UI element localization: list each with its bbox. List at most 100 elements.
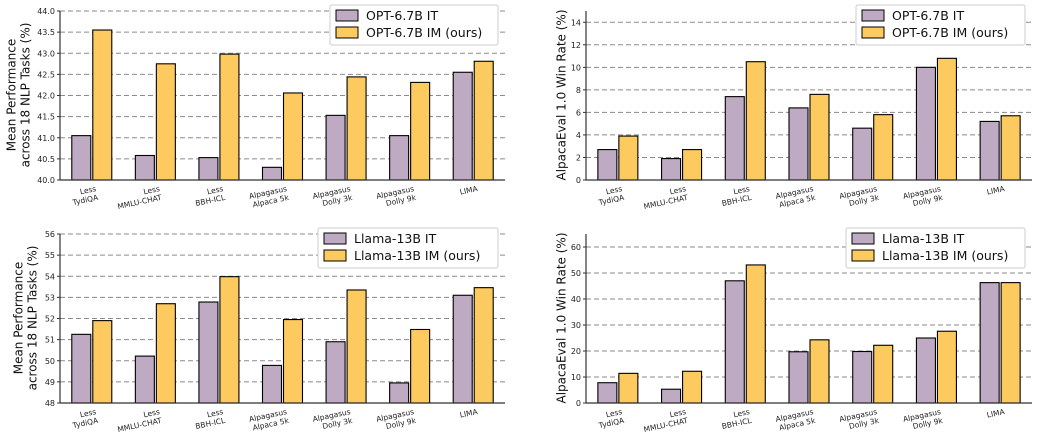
x-tick-label: LessTydiQA — [595, 407, 626, 430]
bar-it — [915, 66, 936, 181]
bar-it — [979, 120, 1000, 181]
y-tick-label: 12 — [571, 41, 581, 50]
y-tick-label: 41.0 — [37, 134, 55, 143]
y-axis-label: AlpacaEval 1.0 Win Rate (%) — [555, 233, 569, 404]
legend-label: Llama-13B IM (ours) — [354, 248, 480, 263]
bar-it — [661, 158, 682, 181]
legend: Llama-13B IT Llama-13B IM (ours) — [845, 227, 1026, 269]
y-tick-label: 30 — [571, 321, 581, 330]
y-tick-label: 52 — [45, 315, 55, 324]
y-axis-label: AlpacaEval 1.0 Win Rate (%) — [555, 10, 569, 181]
legend-swatch — [335, 9, 359, 22]
x-tick-label-line: MMLU-CHAT — [643, 416, 689, 434]
x-tick-label: LessMMLU-CHAT — [115, 407, 163, 434]
legend-label: Llama-13B IM (ours) — [882, 248, 1008, 263]
y-tick-label: 40.5 — [37, 155, 55, 164]
legend-swatch — [323, 232, 347, 245]
bar-im — [745, 61, 766, 181]
legend: Llama-13B IT Llama-13B IM (ours) — [317, 227, 499, 269]
y-tick-label: 50 — [571, 269, 581, 278]
x-tick-label-line: Less — [79, 407, 97, 419]
bar-it — [979, 282, 1000, 404]
bar-it — [788, 107, 809, 181]
y-tick-label: 6 — [576, 108, 581, 117]
bar-im — [282, 319, 304, 404]
x-tick-label-line: Less — [143, 184, 161, 196]
x-tick-label: AlpagasusDolly 3k — [312, 407, 354, 433]
bar-im — [473, 60, 494, 181]
legend: OPT-6.7B IT OPT-6.7B IM (ours) — [329, 4, 499, 46]
x-tick-label: LIMA — [459, 407, 479, 420]
y-tick-label: 0 — [576, 399, 581, 408]
y-tick-label: 54 — [45, 272, 55, 281]
x-tick-label-line: TydiQA — [71, 416, 100, 431]
y-tick-label: 41.5 — [37, 113, 55, 122]
y-tick-label: 10 — [571, 373, 581, 382]
x-tick-label: AlpagasusAlpaca 5k — [248, 184, 290, 210]
x-tick-label-line: BBH-ICL — [195, 416, 227, 431]
bar-im — [873, 114, 894, 181]
x-tick-label-line: Less — [143, 407, 161, 419]
bar-it — [661, 388, 682, 404]
x-tick-label-line: Less — [79, 184, 97, 196]
legend-box — [329, 4, 499, 46]
bar-it — [852, 350, 873, 404]
y-tick-label: 44.0 — [37, 7, 55, 16]
x-tick-label: LessMMLU-CHAT — [115, 184, 163, 211]
legend-swatch — [323, 249, 347, 262]
y-axis-label: across 18 NLP Tasks (%) — [19, 23, 33, 168]
bar-im — [745, 264, 766, 404]
x-tick-label-line: Less — [669, 407, 687, 419]
y-tick-label: 51 — [45, 336, 55, 345]
x-tick-label-line: Less — [206, 407, 224, 419]
x-tick-label-line: TydiQA — [71, 193, 100, 208]
y-tick-label: 2 — [576, 153, 581, 162]
x-tick-label-line: Less — [733, 407, 751, 419]
legend-swatch — [851, 249, 875, 262]
bar-im — [618, 135, 639, 181]
bar-im — [346, 289, 367, 404]
x-tick-label: AlpagasusDolly 9k — [902, 407, 944, 433]
bar-im — [219, 53, 240, 181]
x-tick-label: AlpagasusDolly 3k — [838, 407, 880, 433]
x-tick-label-line: Less — [206, 184, 224, 196]
x-tick-label-line: Less — [669, 184, 687, 196]
bar-it — [788, 351, 809, 404]
x-tick-label-line: TydiQA — [597, 416, 626, 431]
x-tick-label-line: LIMA — [459, 407, 479, 420]
bar-it — [71, 135, 92, 181]
legend-box — [845, 227, 1026, 269]
bar-it — [452, 294, 473, 404]
x-tick-label: LIMA — [986, 184, 1006, 197]
y-tick-label: 0 — [576, 176, 581, 185]
bar-it — [134, 154, 155, 181]
bar-im — [155, 63, 176, 181]
x-tick-label: LessBBH-ICL — [193, 184, 227, 208]
x-tick-label: AlpagasusAlpaca 5k — [775, 407, 817, 433]
x-tick-label: AlpagasusAlpaca 5k — [248, 407, 290, 433]
legend-swatch — [861, 26, 885, 39]
bar-im — [618, 372, 639, 404]
bar-im — [282, 92, 304, 181]
legend-label: OPT-6.7B IM (ours) — [892, 25, 1008, 40]
bar-it — [261, 166, 283, 181]
x-tick-label: LessTydiQA — [69, 407, 100, 430]
bar-im — [1000, 282, 1021, 404]
bar-im — [346, 76, 367, 181]
y-tick-label: 50 — [45, 357, 55, 366]
bar-im — [873, 344, 894, 404]
bar-im — [410, 328, 431, 404]
y-axis-label: across 18 NLP Tasks (%) — [26, 246, 40, 391]
x-tick-label: LessBBH-ICL — [719, 407, 753, 431]
x-tick-label: LessBBH-ICL — [193, 407, 227, 431]
legend-box — [855, 4, 1026, 46]
y-tick-label: 53 — [45, 293, 55, 302]
x-tick-label: AlpagasusAlpaca 5k — [775, 184, 817, 210]
x-tick-label: AlpagasusDolly 3k — [312, 184, 354, 210]
x-tick-label-line: LIMA — [459, 184, 479, 197]
x-tick-label-line: Less — [605, 184, 623, 196]
legend-label: Llama-13B IT — [882, 231, 965, 246]
y-tick-label: 10 — [571, 63, 581, 72]
bar-it — [389, 382, 410, 404]
